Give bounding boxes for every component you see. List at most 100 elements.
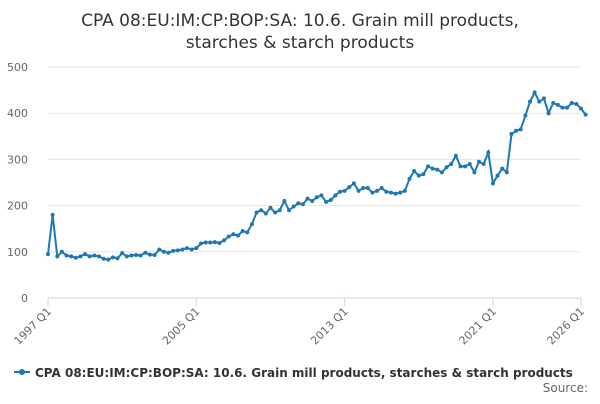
point (537, 99, 542, 104)
point (342, 188, 347, 193)
point (393, 191, 398, 196)
point (161, 249, 166, 254)
point (351, 181, 356, 186)
point (347, 185, 352, 190)
series-line (47, 90, 587, 261)
point (64, 253, 69, 258)
y-tick-label: 0 (21, 292, 28, 305)
point (490, 181, 495, 186)
point (467, 162, 472, 167)
point (240, 229, 245, 234)
point (449, 162, 454, 167)
point (565, 105, 570, 110)
point (504, 170, 509, 175)
point (157, 247, 162, 252)
chart-title: CPA 08:EU:IM:CP:BOP:SA: 10.6. Grain mill… (81, 11, 519, 53)
point (398, 190, 403, 195)
point (500, 166, 505, 171)
point (375, 188, 380, 193)
x-tick-label: 2013 Q1 (308, 305, 351, 348)
point (337, 189, 342, 194)
y-tick-label: 200 (7, 200, 28, 213)
point (115, 256, 120, 261)
point (249, 222, 254, 227)
point (152, 253, 157, 258)
legend-marker (19, 369, 25, 375)
point (416, 173, 421, 178)
point (273, 210, 278, 215)
point (430, 166, 435, 171)
point (486, 150, 491, 155)
point (46, 252, 50, 257)
source: Source: (543, 381, 588, 395)
point (92, 253, 97, 258)
point (106, 257, 111, 262)
point (546, 111, 551, 116)
point (458, 164, 463, 169)
point (110, 255, 115, 260)
point (481, 162, 486, 167)
point (254, 210, 259, 215)
point (50, 212, 55, 217)
point (124, 254, 129, 259)
x-tick-label: 2026 Q1 (545, 305, 588, 348)
point (439, 170, 444, 175)
point (120, 251, 125, 256)
point (208, 240, 213, 245)
point (212, 240, 217, 245)
point (134, 253, 139, 258)
point (268, 205, 273, 210)
point (541, 96, 546, 101)
point (569, 101, 574, 106)
point (324, 199, 329, 204)
point (514, 128, 519, 133)
point (477, 159, 482, 164)
point (528, 99, 533, 104)
point (194, 246, 199, 251)
point (388, 190, 393, 195)
point (579, 106, 583, 111)
point (83, 252, 88, 257)
point (379, 186, 384, 191)
x-tick-label: 1997 Q1 (12, 305, 55, 348)
point (198, 241, 203, 246)
point (314, 195, 319, 200)
point (444, 165, 449, 170)
point (407, 176, 412, 181)
point (236, 233, 241, 238)
point (138, 253, 143, 258)
point (185, 246, 190, 251)
point (166, 250, 171, 255)
y-tick-label: 100 (7, 246, 28, 259)
point (143, 250, 148, 255)
point (435, 167, 440, 172)
point (333, 193, 338, 198)
x-tick-label: 2005 Q1 (160, 305, 203, 348)
point (189, 247, 194, 252)
point (463, 164, 468, 169)
point (226, 234, 231, 239)
y-tick-label: 400 (7, 107, 28, 120)
point (574, 101, 579, 106)
point (370, 190, 375, 195)
point (55, 254, 60, 259)
point (175, 248, 180, 253)
point (78, 254, 83, 259)
point (412, 168, 417, 173)
point (472, 170, 477, 175)
point (356, 188, 361, 193)
point (328, 198, 333, 203)
point (231, 232, 236, 237)
y-tick-label: 500 (7, 61, 28, 74)
point (555, 102, 560, 107)
point (245, 230, 250, 235)
point (365, 186, 370, 191)
point (277, 208, 282, 213)
point (101, 256, 106, 261)
point (73, 255, 78, 260)
point (310, 198, 315, 203)
point (518, 127, 523, 132)
point (319, 193, 324, 198)
